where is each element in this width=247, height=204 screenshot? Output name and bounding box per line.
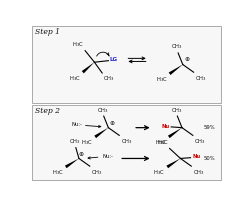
Text: ⊕: ⊕ — [79, 152, 84, 157]
Text: Step 2: Step 2 — [35, 107, 60, 115]
Text: 50%: 50% — [204, 156, 215, 161]
Text: Nu: Nu — [192, 154, 200, 159]
Polygon shape — [65, 159, 79, 168]
Text: H$_3$C: H$_3$C — [81, 139, 93, 147]
Text: LG: LG — [110, 57, 118, 62]
Text: CH$_3$: CH$_3$ — [103, 74, 115, 83]
Polygon shape — [168, 128, 182, 138]
Text: Step 1: Step 1 — [35, 28, 60, 36]
FancyBboxPatch shape — [32, 26, 221, 103]
Polygon shape — [82, 62, 94, 73]
Polygon shape — [169, 64, 183, 75]
Text: CH$_3$: CH$_3$ — [121, 137, 133, 146]
Text: Nu: Nu — [161, 124, 170, 129]
Text: CH$_3$: CH$_3$ — [195, 74, 207, 83]
Text: H$_3$C: H$_3$C — [156, 75, 167, 84]
Text: ⊕: ⊕ — [184, 57, 189, 62]
Text: Nu:-: Nu:- — [102, 154, 113, 159]
Text: H$_3$C: H$_3$C — [155, 139, 166, 147]
Text: ⊕: ⊕ — [109, 121, 114, 125]
Text: H$_3$C: H$_3$C — [69, 74, 81, 83]
Text: Nu:-: Nu:- — [71, 122, 82, 127]
Text: H$_3$C: H$_3$C — [153, 169, 165, 177]
Text: 59%: 59% — [204, 125, 215, 130]
FancyBboxPatch shape — [32, 105, 221, 180]
Text: CH$_3$: CH$_3$ — [91, 168, 103, 177]
Text: H$_3$C: H$_3$C — [157, 138, 169, 147]
Text: CH$_3$: CH$_3$ — [69, 137, 81, 146]
Text: CH$_3$: CH$_3$ — [193, 168, 205, 177]
Text: CH$_3$: CH$_3$ — [171, 42, 183, 51]
Polygon shape — [94, 128, 108, 138]
Text: H$_3$C: H$_3$C — [52, 169, 63, 177]
Polygon shape — [166, 159, 181, 168]
Text: H$_3$C: H$_3$C — [72, 40, 83, 49]
Text: CH$_3$: CH$_3$ — [194, 137, 206, 146]
Text: CH$_3$: CH$_3$ — [171, 106, 183, 115]
Text: CH$_3$: CH$_3$ — [97, 106, 109, 115]
